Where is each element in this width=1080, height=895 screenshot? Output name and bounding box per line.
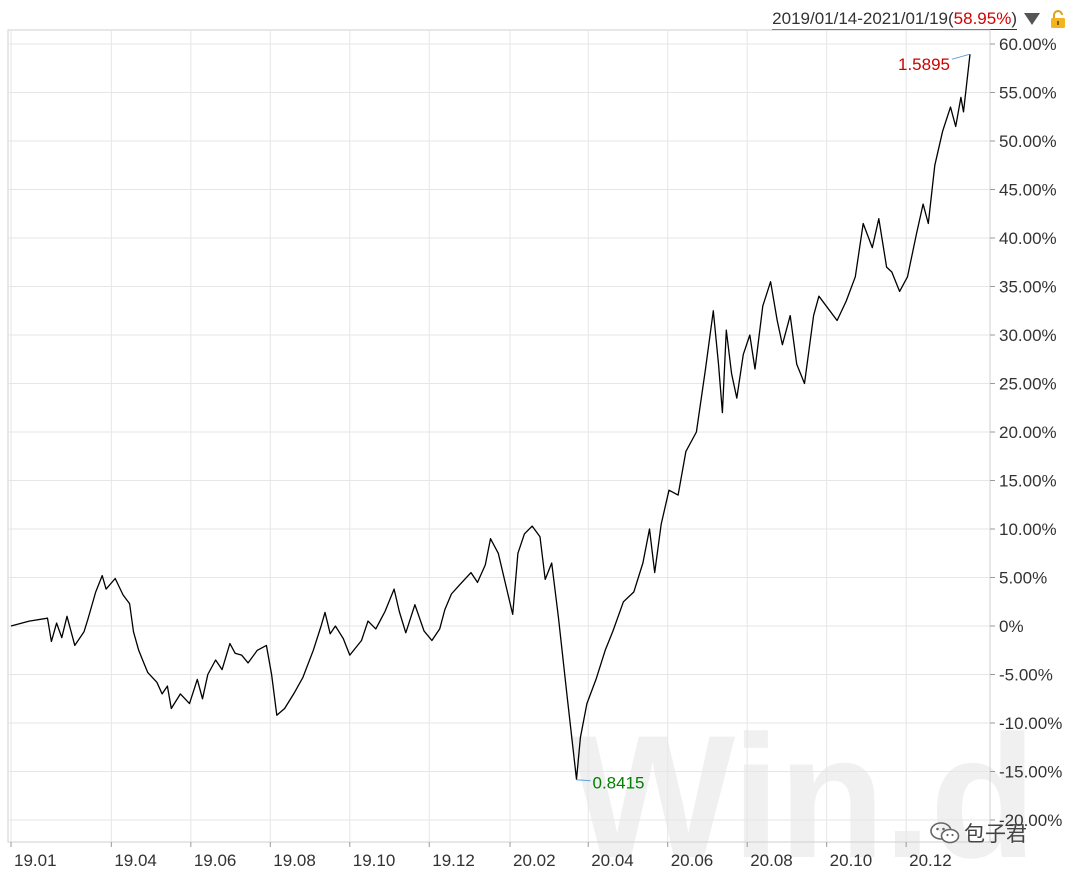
return-open-paren: ( <box>947 8 954 28</box>
period-return-value: 58.95% <box>953 8 1012 28</box>
y-tick-label: 60.00% <box>999 35 1057 54</box>
y-tick-label: 10.00% <box>999 520 1057 539</box>
y-tick-label: 30.00% <box>999 326 1057 345</box>
x-tick-label: 19.12 <box>432 851 475 870</box>
x-tick-label: 20.08 <box>750 851 793 870</box>
y-tick-label: -15.00% <box>999 763 1062 782</box>
x-tick-label: 20.06 <box>671 851 714 870</box>
x-tick-label: 20.02 <box>513 851 556 870</box>
plot-frame <box>7 29 991 843</box>
y-tick-label: 50.00% <box>999 132 1057 151</box>
grid-layer <box>7 29 991 843</box>
y-tick-label: 55.00% <box>999 84 1057 103</box>
min-value-label: 0.8415 <box>592 774 644 793</box>
max-value-label: 1.5895 <box>898 55 950 74</box>
y-tick-label: -5.00% <box>999 666 1053 685</box>
max-marker-line <box>951 53 971 60</box>
y-tick-label: 45.00% <box>999 181 1057 200</box>
nav-series-line <box>10 54 971 780</box>
x-tick-label: 20.10 <box>830 851 873 870</box>
y-tick-label: 15.00% <box>999 472 1057 491</box>
wechat-badge: 包子君 <box>930 818 1027 848</box>
x-tick-label: 19.10 <box>353 851 396 870</box>
y-tick-label: 25.00% <box>999 375 1057 394</box>
x-tick-label: 19.04 <box>114 851 157 870</box>
date-range-value: 2019/01/14-2021/01/19 <box>772 8 948 28</box>
wechat-icon <box>930 822 960 844</box>
chart-header: 2019/01/14-2021/01/19(58.95%) <box>772 6 1066 32</box>
return-close-paren: ) <box>1011 8 1017 28</box>
annotation-layer: 1.5895 0.8415 <box>576 53 971 793</box>
x-tick-label: 19.08 <box>273 851 316 870</box>
y-tick-label: 0% <box>999 617 1024 636</box>
y-tick-label: 40.00% <box>999 229 1057 248</box>
date-range-label[interactable]: 2019/01/14-2021/01/19(58.95%) <box>772 9 1017 30</box>
y-tick-label: 35.00% <box>999 278 1057 297</box>
min-marker-line <box>576 779 591 782</box>
x-tick-label: 19.01 <box>14 851 57 870</box>
x-tick-label: 20.04 <box>591 851 634 870</box>
y-tick-label: 20.00% <box>999 423 1057 442</box>
dropdown-triangle-icon[interactable] <box>1024 13 1040 25</box>
x-tick-label: 20.12 <box>909 851 952 870</box>
y-tick-label: -20.00% <box>999 811 1062 830</box>
y-tick-label: 5.00% <box>999 569 1047 588</box>
axis-layer: 60.00% 55.00% 50.00% 45.00% 40.00% 35.00% 30.0… <box>10 35 1062 870</box>
lock-icon[interactable] <box>1050 10 1066 28</box>
wechat-label: 包子君 <box>964 823 1027 846</box>
x-tick-label: 19.06 <box>194 851 237 870</box>
series-layer <box>10 54 971 780</box>
y-tick-label: -10.00% <box>999 714 1062 733</box>
